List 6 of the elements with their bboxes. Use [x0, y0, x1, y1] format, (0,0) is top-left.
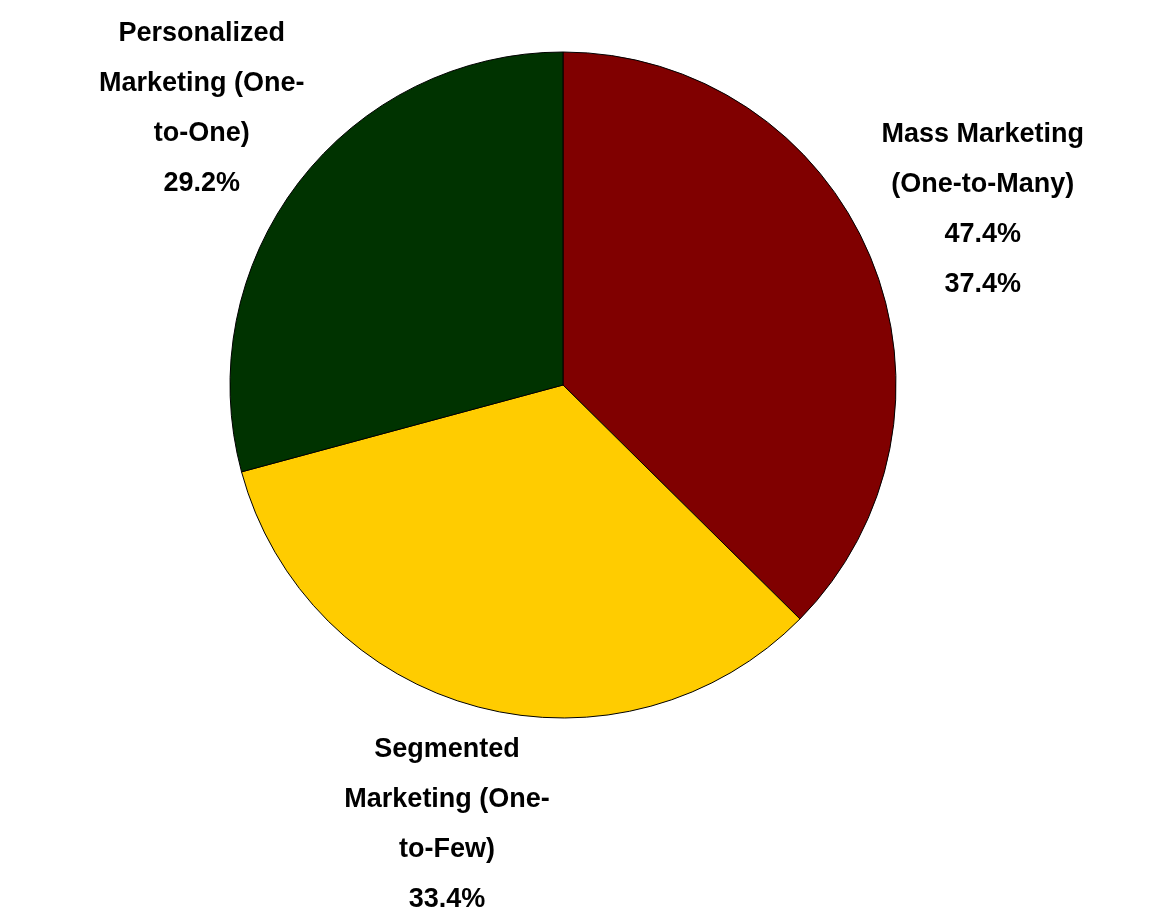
slice-label: Personalized Marketing (One-to-One)	[98, 16, 305, 147]
data-label: 29.2%	[163, 166, 241, 197]
data-label: 33.4%	[408, 883, 486, 914]
slice-label: Segmented Marketing (One-to-Few)	[344, 733, 550, 864]
slice-label: Mass Marketing (One-to-Many)	[881, 117, 1085, 198]
data-label: 47.4% 37.4%	[944, 217, 1022, 298]
